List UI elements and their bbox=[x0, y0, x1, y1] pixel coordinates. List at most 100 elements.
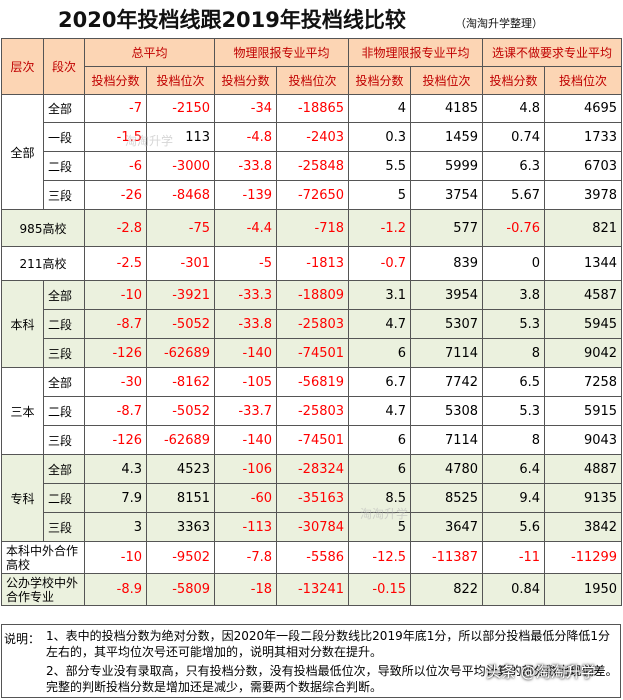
table-row: 三段 -26 -8468 -139 -72650 5 3754 5.67 3978 bbox=[2, 180, 623, 210]
rank-cell: -3921 bbox=[145, 280, 216, 310]
score-cell: -0.15 bbox=[348, 573, 412, 606]
notes-box: 说明： 1、表中的投档分数为绝对分数，因2020年一段二段分数线比2019年底1… bbox=[1, 624, 621, 698]
rank-cell: -74501 bbox=[276, 338, 350, 368]
note-2: 2、部分专业没有录取高，只有投档分数，没有投档最低位次，导致所以位次号平均计算的… bbox=[46, 664, 618, 694]
score-cell: -0.7 bbox=[348, 246, 412, 281]
rank-cell: -25803 bbox=[276, 396, 350, 426]
rank-cell: 1459 bbox=[410, 122, 484, 152]
rank-cell: 9043 bbox=[544, 425, 623, 455]
score-cell: -140 bbox=[214, 425, 278, 455]
rank-cell: -62689 bbox=[145, 425, 216, 455]
rank-cell: -1813 bbox=[276, 246, 350, 281]
level-label: 本科中外合作高校 bbox=[1, 541, 85, 574]
score-cell: -126 bbox=[84, 338, 147, 368]
rank-cell: -28324 bbox=[276, 454, 350, 484]
level-label: 本科 bbox=[1, 280, 44, 368]
score-cell: -33.8 bbox=[214, 309, 278, 339]
score-cell: -26 bbox=[84, 180, 147, 210]
header-segment: 段次 bbox=[43, 38, 85, 95]
table-row: 三段 -126 -62689 -140 -74501 6 7114 8 9042 bbox=[1, 338, 623, 368]
rank-cell: -11299 bbox=[544, 541, 623, 574]
score-cell: -4.4 bbox=[214, 209, 278, 247]
score-cell: -1.5 bbox=[84, 122, 147, 152]
score-cell: 6 bbox=[348, 338, 412, 368]
title-bar: 2020年投档线跟2019年投档线比较 （淘淘升学整理） bbox=[0, 0, 623, 38]
table-row: 本科中外合作高校 -10 -9502 -7.8 -5586 -12.5 -11387 -11-… bbox=[1, 541, 623, 574]
note-1: 1、表中的投档分数为绝对分数，因2020年一段二段分数线比2019年底1分，所以… bbox=[46, 629, 610, 659]
score-cell: 5.3 bbox=[482, 309, 546, 339]
score-cell: -105 bbox=[214, 367, 278, 397]
table-row: 一段 -1.5 113 -4.8 -2403 0.3 1459 0.74 1733 bbox=[2, 122, 623, 152]
table-row: 专科 全部 4.3 4523 -106 -28324 6 4780 6.4 4887 bbox=[1, 454, 623, 542]
rank-cell: 3647 bbox=[410, 512, 484, 542]
rank-cell: 5307 bbox=[410, 309, 484, 339]
header-level: 层次 bbox=[1, 38, 44, 95]
score-cell: -140 bbox=[214, 338, 278, 368]
rank-cell: 3954 bbox=[410, 280, 484, 310]
score-cell: 5 bbox=[348, 512, 412, 542]
rank-cell: -18865 bbox=[276, 94, 350, 123]
level-label: 全部 bbox=[1, 94, 44, 210]
segment-label: 全部 bbox=[43, 280, 85, 310]
rank-cell: -2403 bbox=[276, 122, 350, 152]
score-cell: -7 bbox=[84, 94, 147, 123]
table-row: 二段 7.9 8151 -60 -35163 8.5 8525 9.4 9135 bbox=[1, 483, 623, 513]
rank-cell: 3842 bbox=[544, 512, 623, 542]
comparison-table: 层次 段次 总平均 物理限报专业平均 非物理限报专业平均 选课不做要求专业平均 … bbox=[1, 38, 623, 606]
table-row: 三段 -126 -62689 -140 -74501 6 7114 8 9043 bbox=[2, 425, 623, 455]
segment-label: 全部 bbox=[43, 367, 85, 397]
rank-cell: 7114 bbox=[410, 338, 484, 368]
rank-cell: -8162 bbox=[145, 367, 216, 397]
segment-label: 三段 bbox=[43, 425, 85, 455]
table-body: 全部 全部 -7 -2150 -34 -18865 4 4185 4.8 4695 一段 -1.5 11… bbox=[1, 94, 623, 606]
score-cell: -33.8 bbox=[214, 151, 278, 181]
level-label: 211高校 bbox=[1, 246, 85, 281]
score-cell: -2.5 bbox=[84, 246, 147, 281]
page-title: 2020年投档线跟2019年投档线比较 bbox=[58, 8, 406, 32]
rank-cell: -72650 bbox=[276, 180, 350, 210]
rank-cell: -25848 bbox=[276, 151, 350, 181]
score-cell: 6.3 bbox=[482, 151, 546, 181]
score-cell: 6.5 bbox=[482, 367, 546, 397]
score-cell: -30 bbox=[84, 367, 147, 397]
rank-cell: 5308 bbox=[410, 396, 484, 426]
rank-cell: 4185 bbox=[410, 94, 484, 123]
table-row: 三本 全部 -30 -8162 -105 -56819 6.7 7742 6.5 7258 bbox=[1, 367, 623, 455]
rank-cell: 8151 bbox=[145, 483, 216, 513]
score-cell: 0 bbox=[482, 246, 546, 281]
rank-cell: 7742 bbox=[410, 367, 484, 397]
segment-label: 三段 bbox=[43, 512, 85, 542]
score-cell: -10 bbox=[84, 541, 147, 574]
score-cell: 0.84 bbox=[482, 573, 546, 606]
level-label: 专科 bbox=[1, 454, 44, 542]
rank-cell: 577 bbox=[410, 209, 484, 247]
rank-cell: -62689 bbox=[145, 338, 216, 368]
table-row: 三段 3 3363 -113 -30784 5 3647 5.6 3842 bbox=[1, 512, 623, 542]
segment-label: 全部 bbox=[43, 454, 85, 484]
rank-cell: 6703 bbox=[544, 151, 623, 181]
score-cell: 4.3 bbox=[84, 454, 147, 484]
rank-cell: 4587 bbox=[544, 280, 623, 310]
rank-cell: 821 bbox=[544, 209, 623, 247]
score-cell: 3.8 bbox=[482, 280, 546, 310]
score-cell: -10 bbox=[84, 280, 147, 310]
score-cell: -18 bbox=[214, 573, 278, 606]
header-group-nonphysics: 非物理限报专业平均 bbox=[348, 38, 484, 67]
score-cell: 3 bbox=[84, 512, 147, 542]
rank-cell: -3000 bbox=[145, 151, 216, 181]
header-row-1: 层次 段次 总平均 物理限报专业平均 非物理限报专业平均 选课不做要求专业平均 bbox=[1, 38, 623, 95]
score-cell: 3.1 bbox=[348, 280, 412, 310]
rank-cell: 1733 bbox=[544, 122, 623, 152]
score-cell: 0.3 bbox=[348, 122, 412, 152]
rank-cell: -11387 bbox=[410, 541, 484, 574]
rank-cell: 8525 bbox=[410, 483, 484, 513]
header-rank: 投档位次 bbox=[410, 66, 484, 95]
rank-cell: -13241 bbox=[276, 573, 350, 606]
level-label: 三本 bbox=[1, 367, 44, 455]
score-cell: 4.7 bbox=[348, 396, 412, 426]
rank-cell: -5809 bbox=[145, 573, 216, 606]
rank-cell: -8468 bbox=[145, 180, 216, 210]
table-row: 全部 全部 -7 -2150 -34 -18865 4 4185 4.8 4695 bbox=[1, 94, 623, 210]
segment-label: 三段 bbox=[43, 180, 85, 210]
rank-cell: 7114 bbox=[410, 425, 484, 455]
